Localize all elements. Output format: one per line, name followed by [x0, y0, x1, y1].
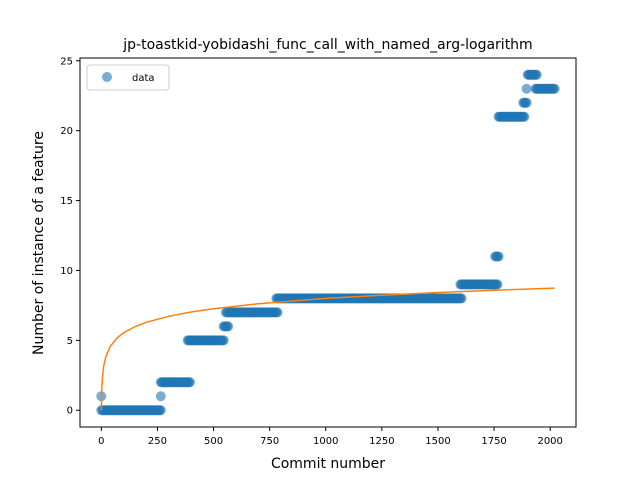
legend-marker-data: [102, 72, 112, 82]
x-tick-label: 500: [204, 436, 223, 447]
x-tick-label: 0: [98, 436, 104, 447]
data-point: [550, 84, 560, 94]
y-tick-label: 20: [60, 126, 73, 137]
data-point: [156, 405, 166, 415]
x-tick-label: 1250: [369, 436, 394, 447]
y-tick-label: 10: [60, 266, 73, 277]
data-point: [522, 84, 532, 94]
chart-title: jp-toastkid-yobidashi_func_call_with_nam…: [122, 37, 532, 53]
x-tick-label: 1750: [481, 436, 506, 447]
x-tick-label: 1500: [425, 436, 450, 447]
y-tick-label: 15: [60, 196, 73, 207]
y-tick-label: 0: [67, 406, 73, 417]
y-tick-label: 5: [67, 336, 73, 347]
data-point: [532, 70, 542, 80]
data-point: [519, 112, 529, 122]
legend: data: [87, 65, 169, 90]
y-tick-label: 25: [60, 56, 73, 67]
data-point: [273, 307, 283, 317]
data-point: [185, 377, 195, 387]
x-tick-label: 1000: [313, 436, 338, 447]
data-point: [457, 293, 467, 303]
legend-box: [87, 65, 169, 90]
x-axis-label: Commit number: [271, 456, 385, 472]
legend-label-data: data: [132, 73, 155, 84]
data-point: [223, 321, 233, 331]
x-tick-label: 2000: [537, 436, 562, 447]
x-tick-label: 250: [148, 436, 167, 447]
y-axis-label: Number of instance of a feature: [31, 131, 47, 355]
data-point: [219, 335, 229, 345]
data-point: [492, 279, 502, 289]
data-point: [156, 391, 166, 401]
data-point: [522, 98, 532, 108]
data-point: [494, 251, 504, 261]
x-tick-label: 750: [260, 436, 279, 447]
